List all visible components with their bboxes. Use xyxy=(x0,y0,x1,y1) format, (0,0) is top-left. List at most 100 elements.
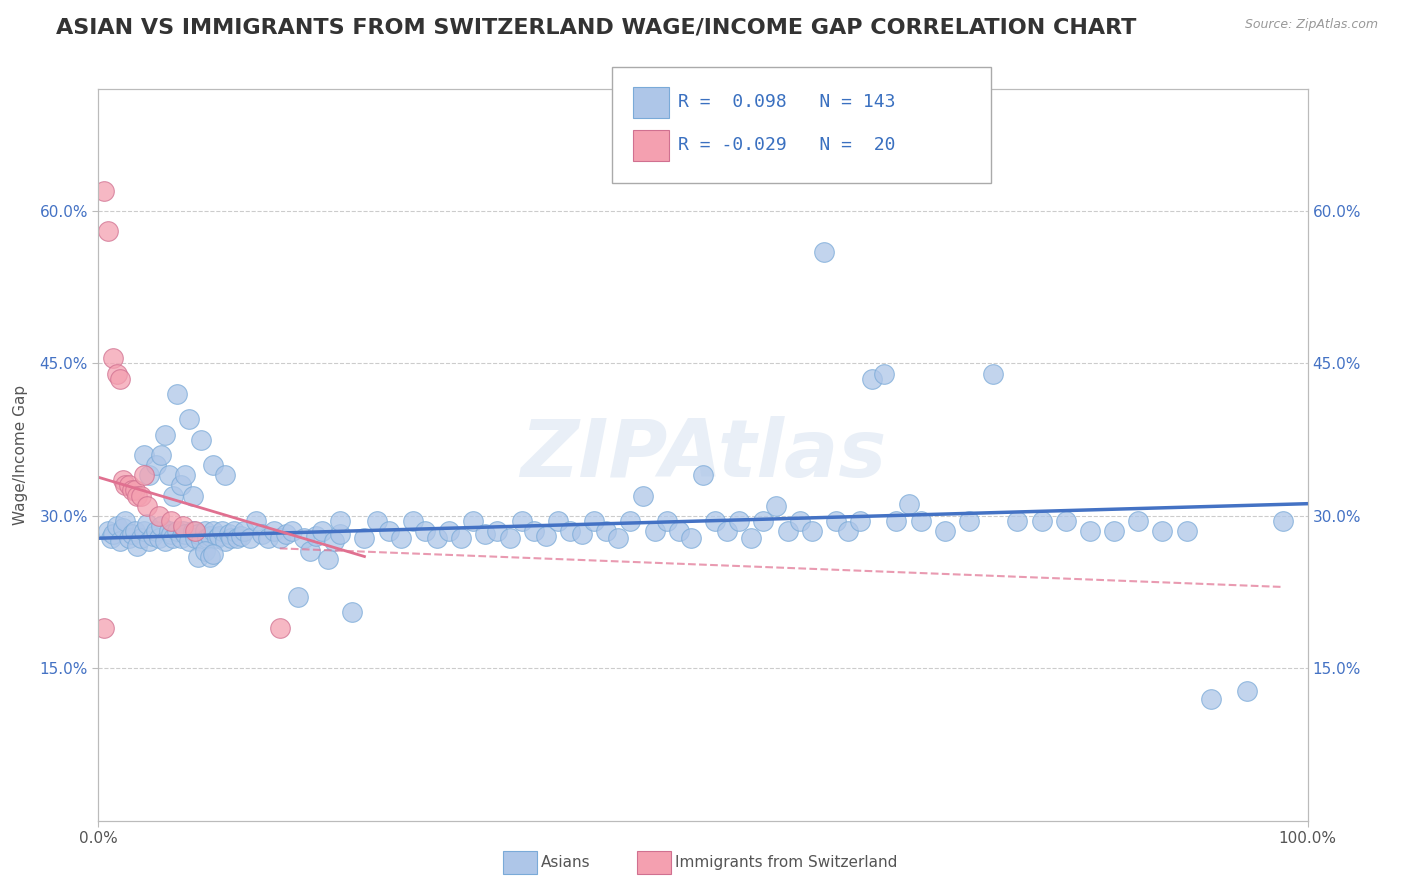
Point xyxy=(740,531,762,545)
Point xyxy=(124,524,146,538)
Point xyxy=(150,519,173,533)
Point xyxy=(981,367,1004,381)
Point xyxy=(269,531,291,545)
Point xyxy=(172,524,194,538)
Point xyxy=(250,527,273,541)
Point xyxy=(162,489,184,503)
Point xyxy=(166,387,188,401)
Point xyxy=(263,524,285,538)
Point xyxy=(93,621,115,635)
Point xyxy=(287,590,309,604)
Point xyxy=(138,534,160,549)
Point xyxy=(1199,691,1222,706)
Point xyxy=(389,531,412,545)
Point xyxy=(198,529,221,543)
Point xyxy=(148,531,170,545)
Point xyxy=(655,514,678,528)
Point xyxy=(108,534,131,549)
Text: Immigrants from Switzerland: Immigrants from Switzerland xyxy=(675,855,897,870)
Point xyxy=(174,527,197,541)
Point xyxy=(274,527,297,541)
Point xyxy=(97,224,120,238)
Point xyxy=(463,514,485,528)
Point xyxy=(134,524,156,538)
Point xyxy=(644,524,666,538)
Point xyxy=(311,524,333,538)
Point xyxy=(752,514,775,528)
Point xyxy=(138,468,160,483)
Point xyxy=(716,524,738,538)
Point xyxy=(121,527,143,541)
Point xyxy=(208,529,231,543)
Point xyxy=(100,531,122,545)
Point xyxy=(366,514,388,528)
Point xyxy=(860,372,883,386)
Point xyxy=(214,468,236,483)
Point xyxy=(181,524,204,538)
Point xyxy=(413,524,436,538)
Point xyxy=(692,468,714,483)
Point xyxy=(166,524,188,538)
Point xyxy=(450,531,472,545)
Point xyxy=(205,531,228,545)
Point xyxy=(498,531,520,545)
Point xyxy=(789,514,811,528)
Point xyxy=(108,372,131,386)
Point xyxy=(583,514,606,528)
Point xyxy=(187,549,209,564)
Point xyxy=(179,412,201,426)
Point xyxy=(1175,524,1198,538)
Point xyxy=(776,524,799,538)
Point xyxy=(679,531,702,545)
Point xyxy=(184,524,207,538)
Point xyxy=(1128,514,1150,528)
Point xyxy=(111,473,134,487)
Point xyxy=(114,514,136,528)
Point xyxy=(142,529,165,543)
Point xyxy=(547,514,569,528)
Point xyxy=(195,531,218,545)
Text: ASIAN VS IMMIGRANTS FROM SWITZERLAND WAGE/INCOME GAP CORRELATION CHART: ASIAN VS IMMIGRANTS FROM SWITZERLAND WAG… xyxy=(56,18,1136,37)
Point xyxy=(97,524,120,538)
Point xyxy=(160,527,183,541)
Point xyxy=(910,514,932,528)
Point xyxy=(134,448,156,462)
Point xyxy=(534,529,557,543)
Point xyxy=(218,527,240,541)
Point xyxy=(523,524,546,538)
Point xyxy=(607,531,630,545)
Point xyxy=(127,539,149,553)
Point xyxy=(837,524,859,538)
Point xyxy=(202,548,225,562)
Point xyxy=(849,514,872,528)
Point xyxy=(886,514,908,528)
Point xyxy=(194,524,217,538)
Point xyxy=(157,524,180,538)
Point xyxy=(118,478,141,492)
Point xyxy=(813,244,835,259)
Point xyxy=(329,527,352,541)
Point xyxy=(129,489,152,503)
Point xyxy=(765,499,787,513)
Point xyxy=(114,478,136,492)
Point xyxy=(486,524,509,538)
Point xyxy=(93,184,115,198)
Text: R =  0.098   N = 143: R = 0.098 N = 143 xyxy=(678,93,896,111)
Point xyxy=(342,606,364,620)
Point xyxy=(174,468,197,483)
Point xyxy=(1102,524,1125,538)
Point xyxy=(105,367,128,381)
Point xyxy=(305,529,328,543)
Point xyxy=(595,524,617,538)
Point xyxy=(1031,514,1053,528)
Point xyxy=(145,524,167,538)
Point xyxy=(181,489,204,503)
Point xyxy=(571,527,593,541)
Point xyxy=(232,524,254,538)
Point xyxy=(145,458,167,472)
Point xyxy=(226,531,249,545)
Point xyxy=(129,531,152,545)
Point xyxy=(153,534,176,549)
Point xyxy=(402,514,425,528)
Point xyxy=(221,531,243,545)
